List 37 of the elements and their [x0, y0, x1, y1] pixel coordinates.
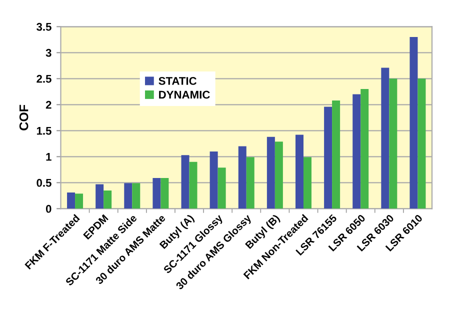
- bar: [181, 155, 190, 209]
- bar: [246, 157, 254, 209]
- bar: [303, 157, 312, 209]
- bar: [360, 89, 369, 209]
- bar: [67, 192, 76, 209]
- bar: [266, 136, 275, 209]
- y-tick-label: 3.5: [36, 22, 52, 31]
- legend-label: DYNAMIC: [159, 90, 210, 99]
- y-tick-label: 1.5: [36, 127, 52, 135]
- bar: [324, 106, 332, 209]
- bar: [389, 78, 398, 209]
- bar: [381, 68, 390, 209]
- y-tick-label: 2: [46, 100, 52, 109]
- bar: [124, 183, 132, 209]
- bar: [104, 190, 112, 209]
- bar: [410, 37, 418, 209]
- y-tick-label: 2.5: [36, 74, 52, 83]
- y-tick-label: 3: [46, 48, 52, 57]
- bar: [152, 178, 161, 209]
- bar: [238, 146, 246, 209]
- bar: [96, 184, 104, 209]
- bar: [210, 151, 218, 209]
- bar: [189, 162, 198, 209]
- y-tick-label: 1: [46, 153, 52, 161]
- y-tick-label: 0.5: [36, 178, 52, 187]
- bar: [274, 142, 283, 209]
- bar: [332, 100, 340, 209]
- bar: [132, 183, 140, 209]
- bar: [352, 94, 361, 209]
- y-tick-label: 0: [46, 204, 52, 213]
- bar: [75, 194, 84, 209]
- legend-label: STATIC: [158, 77, 197, 85]
- bar: [218, 168, 226, 209]
- bar: [418, 78, 426, 209]
- y-axis-title: COF: [19, 104, 28, 130]
- bar: [160, 178, 169, 209]
- bar: [295, 134, 304, 209]
